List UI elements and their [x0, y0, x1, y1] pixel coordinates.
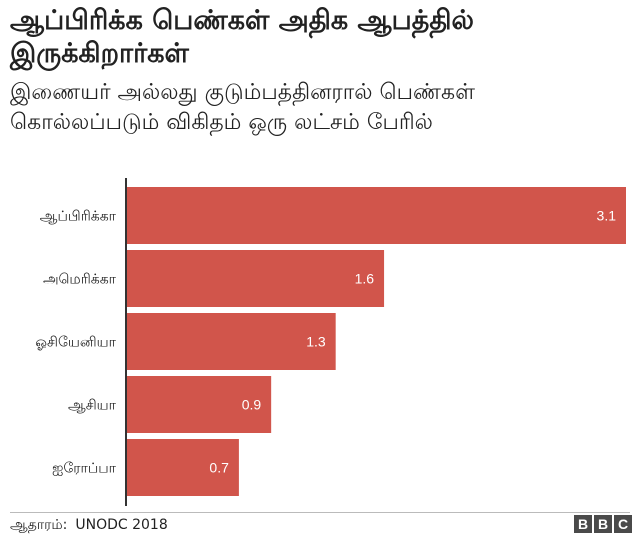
bar-value-label-2: 1.3	[306, 334, 326, 350]
category-label-3: ஆசியா	[68, 398, 117, 414]
logo-letter-b1: B	[574, 515, 592, 533]
category-label-2: ஓசியேனியா	[35, 335, 116, 351]
chart-subtitle: இணையர் அல்லது குடும்பத்தினரால் பெண்கள் க…	[10, 80, 475, 135]
bar-value-label-4: 0.7	[209, 460, 229, 476]
category-label-4: ஐரோப்பா	[52, 461, 117, 477]
bar-value-label-3: 0.9	[242, 397, 262, 413]
bar-2	[126, 313, 336, 370]
bbc-logo: B B C	[574, 515, 632, 533]
bar-3	[126, 376, 272, 433]
bar-4	[126, 439, 239, 496]
bar-0	[126, 187, 626, 244]
source-note: ஆதாரம்: UNODC 2018	[10, 516, 168, 534]
category-label-1: அமெரிக்கா	[43, 272, 117, 288]
bar-value-label-1: 1.6	[355, 271, 375, 287]
bar-value-label-0: 3.1	[597, 208, 617, 224]
source-label: ஆதாரம்:	[10, 517, 68, 533]
footer-divider	[10, 512, 630, 513]
bar-1	[126, 250, 385, 307]
logo-letter-b2: B	[594, 515, 612, 533]
category-label-0: ஆப்பிரிக்கா	[40, 209, 117, 225]
logo-letter-c: C	[614, 515, 632, 533]
source-value: UNODC 2018	[75, 517, 168, 533]
chart-title: ஆப்பிரிக்க பெண்கள் அதிக ஆபத்தில் இருக்கி…	[10, 5, 474, 69]
